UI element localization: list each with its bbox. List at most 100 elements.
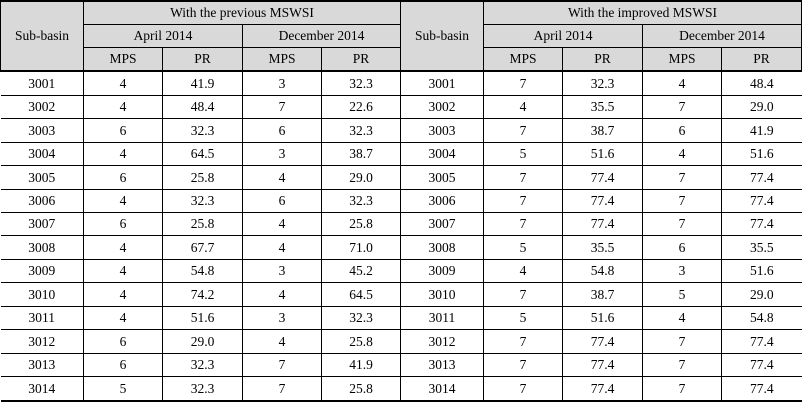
- value-cell: 54.8: [162, 258, 243, 284]
- value-cell: 51.6: [721, 258, 802, 284]
- value-cell: 35.5: [721, 235, 802, 260]
- sub-basin-cell: 3013: [0, 352, 84, 378]
- value-cell: 29.0: [721, 282, 802, 307]
- value-cell: 7: [242, 352, 322, 378]
- value-cell: 64.5: [162, 141, 243, 167]
- value-cell: 7: [642, 165, 723, 190]
- table-row: 3009 4 54.8 3 45.2 3009 4 54.8 3 51.6: [0, 258, 802, 284]
- value-cell: 4: [483, 94, 564, 120]
- sub-basin-cell: 3009: [400, 258, 485, 284]
- value-cell: 77.4: [562, 376, 644, 402]
- value-cell: 38.7: [562, 282, 644, 307]
- section-title-improved-mswsi: With the improved MSWSI: [483, 0, 802, 25]
- value-cell: 4: [642, 70, 723, 96]
- table-row: 3014 5 32.3 7 25.8 3014 7 77.4 7 77.4: [0, 376, 802, 402]
- sub-basin-cell: 3011: [400, 305, 485, 331]
- column-header-sub-basin-left: Sub-basin: [0, 0, 84, 72]
- sub-basin-cell: 3005: [0, 165, 84, 190]
- value-cell: 77.4: [562, 329, 644, 354]
- column-header-sub-basin-right: Sub-basin: [400, 0, 485, 72]
- value-cell: 4: [642, 141, 723, 167]
- sub-basin-cell: 3007: [400, 212, 485, 237]
- value-cell: 4: [83, 258, 163, 284]
- sub-basin-cell: 3013: [400, 352, 485, 378]
- metric-header-mps: MPS: [242, 47, 322, 72]
- value-cell: 32.3: [562, 70, 644, 96]
- value-cell: 7: [483, 165, 564, 190]
- value-cell: 7: [642, 212, 723, 237]
- value-cell: 6: [83, 329, 163, 354]
- value-cell: 4: [83, 305, 163, 331]
- value-cell: 25.8: [320, 376, 402, 402]
- metric-header-mps: MPS: [642, 47, 723, 72]
- value-cell: 3: [242, 258, 322, 284]
- value-cell: 35.5: [562, 235, 644, 260]
- value-cell: 4: [242, 212, 322, 237]
- value-cell: 7: [483, 329, 564, 354]
- header-row-title: Sub-basin With the previous MSWSI Sub-ba…: [0, 0, 802, 72]
- value-cell: 7: [483, 70, 564, 96]
- value-cell: 77.4: [721, 352, 802, 378]
- section-title-previous-mswsi: With the previous MSWSI: [82, 0, 402, 25]
- value-cell: 3: [242, 141, 322, 167]
- value-cell: 4: [242, 235, 322, 260]
- value-cell: 77.4: [562, 212, 644, 237]
- value-cell: 48.4: [721, 70, 802, 96]
- value-cell: 54.8: [721, 305, 802, 331]
- period-header-prev-december: December 2014: [241, 24, 402, 48]
- value-cell: 32.3: [320, 305, 402, 331]
- value-cell: 77.4: [721, 329, 802, 354]
- sub-basin-cell: 3014: [0, 376, 84, 402]
- value-cell: 7: [242, 376, 322, 402]
- value-cell: 67.7: [162, 235, 243, 260]
- value-cell: 7: [642, 376, 723, 402]
- period-header-impr-april: April 2014: [483, 24, 644, 48]
- value-cell: 7: [483, 212, 564, 237]
- table-header: Sub-basin With the previous MSWSI Sub-ba…: [0, 0, 802, 72]
- value-cell: 51.6: [562, 141, 644, 167]
- value-cell: 7: [483, 376, 564, 402]
- value-cell: 6: [242, 188, 322, 214]
- value-cell: 6: [83, 352, 163, 378]
- header-row-periods: April 2014 December 2014 April 2014 Dece…: [1, 24, 802, 48]
- metric-header-mps: MPS: [83, 47, 163, 72]
- value-cell: 77.4: [721, 212, 802, 237]
- value-cell: 41.9: [162, 70, 243, 96]
- value-cell: 6: [242, 118, 322, 143]
- value-cell: 4: [242, 165, 322, 190]
- value-cell: 4: [83, 141, 163, 167]
- value-cell: 4: [83, 94, 163, 120]
- metric-header-pr: PR: [562, 47, 644, 72]
- value-cell: 4: [642, 305, 723, 331]
- table-row: 3003 6 32.3 6 32.3 3003 7 38.7 6 41.9: [0, 118, 802, 143]
- value-cell: 38.7: [562, 118, 644, 143]
- sub-basin-cell: 3003: [0, 118, 84, 143]
- value-cell: 77.4: [721, 376, 802, 402]
- metric-header-pr: PR: [320, 47, 402, 72]
- table-body: 3001 4 41.9 3 32.3 3001 7 32.3 4 48.4 3002 4 48.4 7 22…: [0, 70, 802, 402]
- value-cell: 6: [642, 118, 723, 143]
- value-cell: 7: [642, 94, 723, 120]
- metric-header-pr: PR: [721, 47, 802, 72]
- sub-basin-cell: 3009: [0, 258, 84, 284]
- sub-basin-cell: 3001: [0, 70, 84, 96]
- sub-basin-cell: 3010: [0, 282, 84, 307]
- value-cell: 4: [83, 70, 163, 96]
- sub-basin-cell: 3002: [0, 94, 84, 120]
- value-cell: 7: [483, 282, 564, 307]
- value-cell: 51.6: [721, 141, 802, 167]
- sub-basin-cell: 3005: [400, 165, 485, 190]
- value-cell: 4: [83, 188, 163, 214]
- value-cell: 77.4: [721, 165, 802, 190]
- value-cell: 7: [642, 188, 723, 214]
- table-row: 3004 4 64.5 3 38.7 3004 5 51.6 4 51.6: [0, 141, 802, 167]
- value-cell: 4: [242, 282, 322, 307]
- sub-basin-cell: 3004: [0, 141, 84, 167]
- table-row: 3001 4 41.9 3 32.3 3001 7 32.3 4 48.4: [0, 70, 802, 96]
- value-cell: 32.3: [162, 118, 243, 143]
- value-cell: 3: [242, 70, 322, 96]
- value-cell: 7: [642, 329, 723, 354]
- value-cell: 77.4: [562, 188, 644, 214]
- value-cell: 4: [483, 258, 564, 284]
